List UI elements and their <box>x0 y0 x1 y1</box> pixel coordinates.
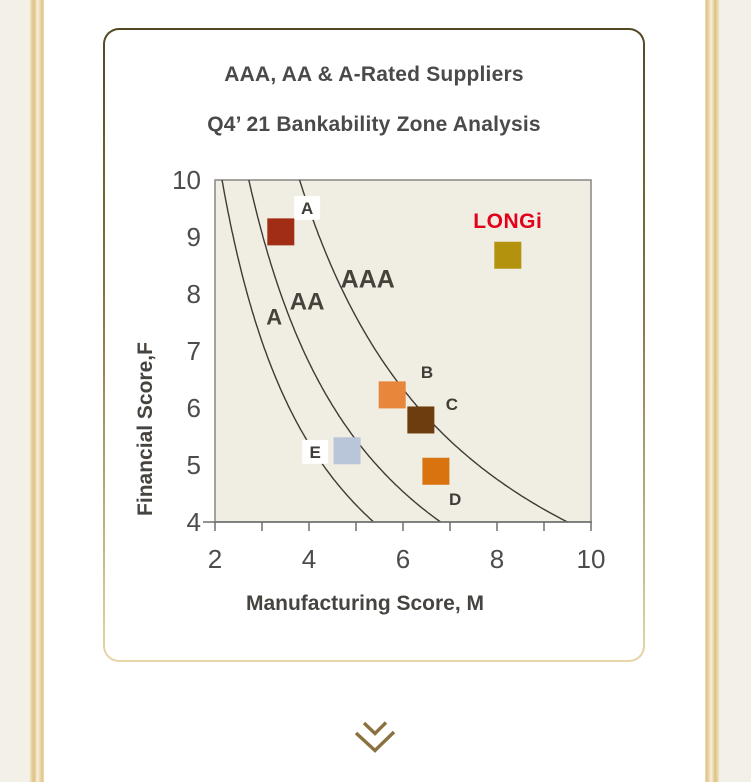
y-tick-label: 10 <box>172 165 201 195</box>
data-point-D <box>422 457 450 485</box>
x-tick-label: 4 <box>302 544 316 574</box>
scroll-down-chevron[interactable] <box>349 718 401 758</box>
x-tick-label: 6 <box>396 544 410 574</box>
y-axis-title: Financial Score,F <box>134 342 157 516</box>
zone-label-A: A <box>266 305 282 330</box>
chart-title: AAA, AA & A-Rated Suppliers <box>224 63 524 86</box>
zone-label-AAA: AAA <box>341 266 395 294</box>
zone-label-AA: AA <box>290 288 325 315</box>
point-label-box-E <box>302 439 329 464</box>
longi-logo: LONGi <box>473 210 542 233</box>
point-label-D: D <box>449 490 461 509</box>
x-axis-title: Manufacturing Score, M <box>246 592 484 615</box>
left-gold-border <box>30 0 44 782</box>
data-point-LONGi <box>494 241 522 269</box>
left-margin-strip <box>0 0 30 782</box>
x-tick-label: 8 <box>490 544 504 574</box>
data-point-B <box>378 381 406 409</box>
data-point-A <box>267 218 295 246</box>
y-tick-label: 4 <box>187 507 201 537</box>
point-label-C: C <box>446 395 458 414</box>
zone-curve-A <box>221 179 375 523</box>
point-label-box-A <box>294 195 321 220</box>
zone-curve-AA <box>248 179 442 523</box>
x-tick-label: 10 <box>577 544 606 574</box>
y-tick-label: 7 <box>187 336 201 366</box>
x-tick-label: 2 <box>208 544 222 574</box>
chart-subtitle: Q4’ 21 Bankability Zone Analysis <box>207 113 541 136</box>
y-tick-label: 6 <box>187 393 201 423</box>
chart-card: AAA, AA & A-Rated Suppliers Q4’ 21 Banka… <box>105 30 643 660</box>
y-tick-label: 9 <box>187 222 201 252</box>
chart-card-frame: AAA, AA & A-Rated Suppliers Q4’ 21 Banka… <box>103 28 645 662</box>
point-label-A: A <box>301 199 313 218</box>
data-point-E <box>333 437 361 465</box>
zone-curve-AAA <box>298 179 568 523</box>
y-tick-label: 8 <box>187 279 201 309</box>
point-label-E: E <box>309 443 320 462</box>
y-tick-label: 5 <box>187 450 201 480</box>
point-label-B: B <box>421 363 433 382</box>
data-point-C <box>407 406 435 434</box>
right-gold-border <box>705 0 719 782</box>
right-margin-strip <box>719 0 751 782</box>
double-chevron-down-icon <box>354 721 396 753</box>
